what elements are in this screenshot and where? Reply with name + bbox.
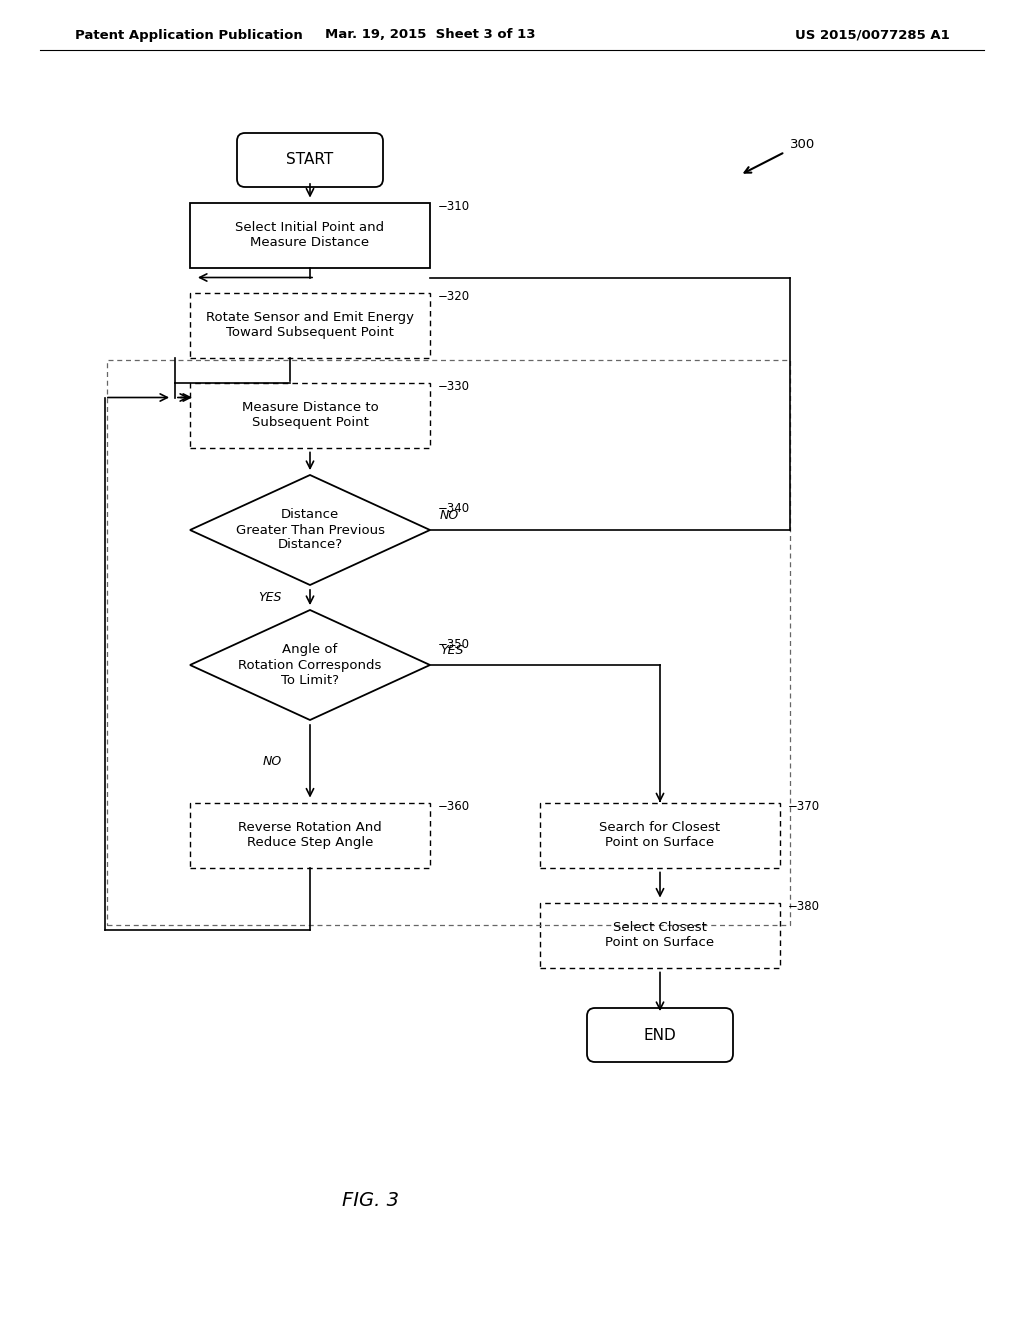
Bar	[106, 360, 790, 925]
Text: −330: −330	[438, 380, 470, 393]
Polygon shape	[190, 610, 430, 719]
Text: Mar. 19, 2015  Sheet 3 of 13: Mar. 19, 2015 Sheet 3 of 13	[325, 29, 536, 41]
Text: Distance
Greater Than Previous
Distance?: Distance Greater Than Previous Distance?	[236, 508, 384, 552]
Text: FIG. 3: FIG. 3	[341, 1191, 398, 1209]
Text: Angle of
Rotation Corresponds
To Limit?: Angle of Rotation Corresponds To Limit?	[239, 644, 382, 686]
Text: NO: NO	[263, 755, 282, 768]
Text: −310: −310	[438, 201, 470, 214]
Text: START: START	[287, 153, 334, 168]
FancyBboxPatch shape	[587, 1008, 733, 1063]
Text: Patent Application Publication: Patent Application Publication	[75, 29, 303, 41]
Bar	[190, 383, 430, 447]
Polygon shape	[190, 475, 430, 585]
Text: −350: −350	[438, 638, 470, 651]
FancyBboxPatch shape	[237, 133, 383, 187]
Text: Reverse Rotation And
Reduce Step Angle: Reverse Rotation And Reduce Step Angle	[239, 821, 382, 849]
Bar	[540, 803, 780, 867]
Bar	[190, 293, 430, 358]
Text: YES: YES	[440, 644, 464, 657]
Bar	[190, 803, 430, 867]
Text: Measure Distance to
Subsequent Point: Measure Distance to Subsequent Point	[242, 401, 379, 429]
Text: 300: 300	[790, 139, 815, 152]
Text: −370: −370	[788, 800, 820, 813]
Text: END: END	[644, 1027, 677, 1043]
Text: −360: −360	[438, 800, 470, 813]
Bar	[190, 202, 430, 268]
Text: −340: −340	[438, 503, 470, 516]
Text: NO: NO	[440, 510, 459, 521]
Text: −380: −380	[788, 900, 820, 913]
Text: Search for Closest
Point on Surface: Search for Closest Point on Surface	[599, 821, 721, 849]
Text: −320: −320	[438, 290, 470, 304]
Text: Rotate Sensor and Emit Energy
Toward Subsequent Point: Rotate Sensor and Emit Energy Toward Sub…	[206, 312, 414, 339]
Text: Select Closest
Point on Surface: Select Closest Point on Surface	[605, 921, 715, 949]
Bar	[540, 903, 780, 968]
Text: YES: YES	[259, 591, 282, 605]
Text: Select Initial Point and
Measure Distance: Select Initial Point and Measure Distanc…	[236, 220, 385, 249]
Text: US 2015/0077285 A1: US 2015/0077285 A1	[796, 29, 950, 41]
